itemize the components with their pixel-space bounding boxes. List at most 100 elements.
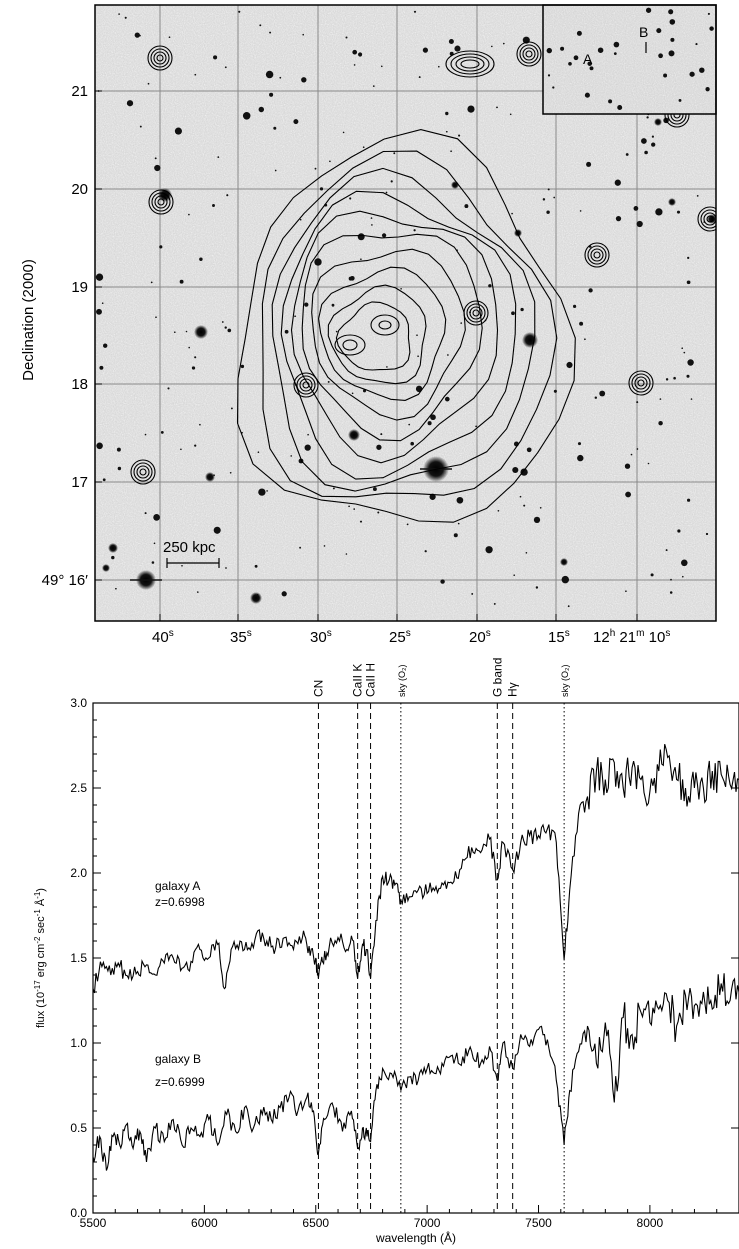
dec-tick-label: 17 [71,474,88,491]
ra-tick-label: 35s [230,628,252,646]
faint-source [588,288,593,293]
inset-label-b: B [639,24,648,40]
faint-source [180,448,182,451]
point-source-contour [631,373,651,393]
faint-source [217,156,220,158]
declination-axis-label: Declination (2000) [20,259,37,381]
faint-source [199,423,201,426]
faint-source [651,142,656,147]
faint-source [427,421,432,426]
faint-source [393,152,396,155]
faint-source [673,376,676,380]
dec-tick-label: 19 [71,279,88,296]
inset-source [573,55,579,61]
faint-source [225,567,227,569]
ra-tick-label: 12h 21m 10s [593,628,670,646]
point-source-contour [154,195,168,209]
y-tick-label: 2.5 [70,781,87,795]
faint-source [269,92,274,97]
point-source-contour [157,198,165,206]
line-marker-label: CN [311,680,325,697]
faint-source [284,329,289,334]
faint-source [348,505,350,508]
bright-source [348,429,360,441]
cluster-contour [318,266,447,401]
faint-source [274,169,277,172]
point-source-contour [522,47,536,61]
ra-tick-label: 30s [310,628,332,646]
faint-source [376,444,382,450]
faint-source [577,454,584,462]
inset-source [656,28,662,34]
point-source-contour [472,309,480,317]
faint-source [447,354,449,356]
inset-source [587,61,592,66]
faint-source [690,398,693,400]
faint-source [577,442,582,446]
faint-source [179,279,184,284]
x-tick-label: 5500 [80,1216,107,1230]
faint-source [345,553,348,555]
inset-source [658,53,663,59]
faint-source [641,138,647,144]
double-source-contour [460,59,480,69]
sky-image-axes: 40s 35s 30s 25s 20s 15s 12h 21m 10s 21 20 19 18 17 4… [42,83,671,646]
inset-zoom: A B [542,4,717,115]
cluster-contour [280,190,517,480]
line-marker-label: G band [490,658,504,697]
dec-tick-label: 20 [71,181,88,198]
faint-source [302,33,305,36]
bright-source [668,198,676,206]
inset-source [668,9,674,15]
faint-source [686,280,691,285]
faint-source [594,396,598,399]
bright-source [522,332,538,348]
faint-source [154,157,157,160]
faint-source [416,334,418,337]
faint-source [614,179,621,186]
point-source-contour [136,465,150,479]
faint-source [213,55,218,60]
faint-source [281,591,287,597]
faint-source [349,275,355,281]
faint-source [335,330,338,333]
faint-source [299,218,302,221]
point-source-contour [299,378,313,392]
faint-source [191,366,196,370]
spectrum-line-galaxy-a [93,744,739,994]
spectrum-axes: 5500 6000 6500 7000 7500 8000 0.0 0.5 1.0 1.5 2.0 2… [70,696,739,1230]
inset-source [552,86,555,89]
faint-source [153,542,156,545]
inset-source [568,61,572,66]
faint-source [147,82,150,85]
faint-source [636,220,643,228]
faint-source [353,508,356,510]
faint-source [345,36,348,39]
faint-source [525,551,528,554]
inset-source [617,105,623,110]
faint-source [665,549,668,552]
faint-source [444,396,450,402]
faint-source [454,45,461,52]
faint-source [511,311,515,316]
inset-source [584,92,590,98]
inset-source [678,98,682,102]
point-source-contour [590,248,604,262]
faint-source [151,561,155,564]
faint-source [359,520,363,523]
line-marker-label: sky (O₂) [560,665,570,698]
faint-source [381,233,387,238]
faint-source [96,442,103,450]
faint-source [669,591,673,594]
faint-source [457,522,460,525]
faint-source [304,444,311,451]
faint-source [362,389,367,393]
faint-source [153,514,160,521]
faint-source [194,444,197,447]
point-source-contour [516,41,542,67]
faint-source [413,10,417,13]
faint-source [353,64,356,66]
faint-source [471,592,474,595]
double-source-contour [450,53,490,75]
point-source-contour [150,48,170,68]
